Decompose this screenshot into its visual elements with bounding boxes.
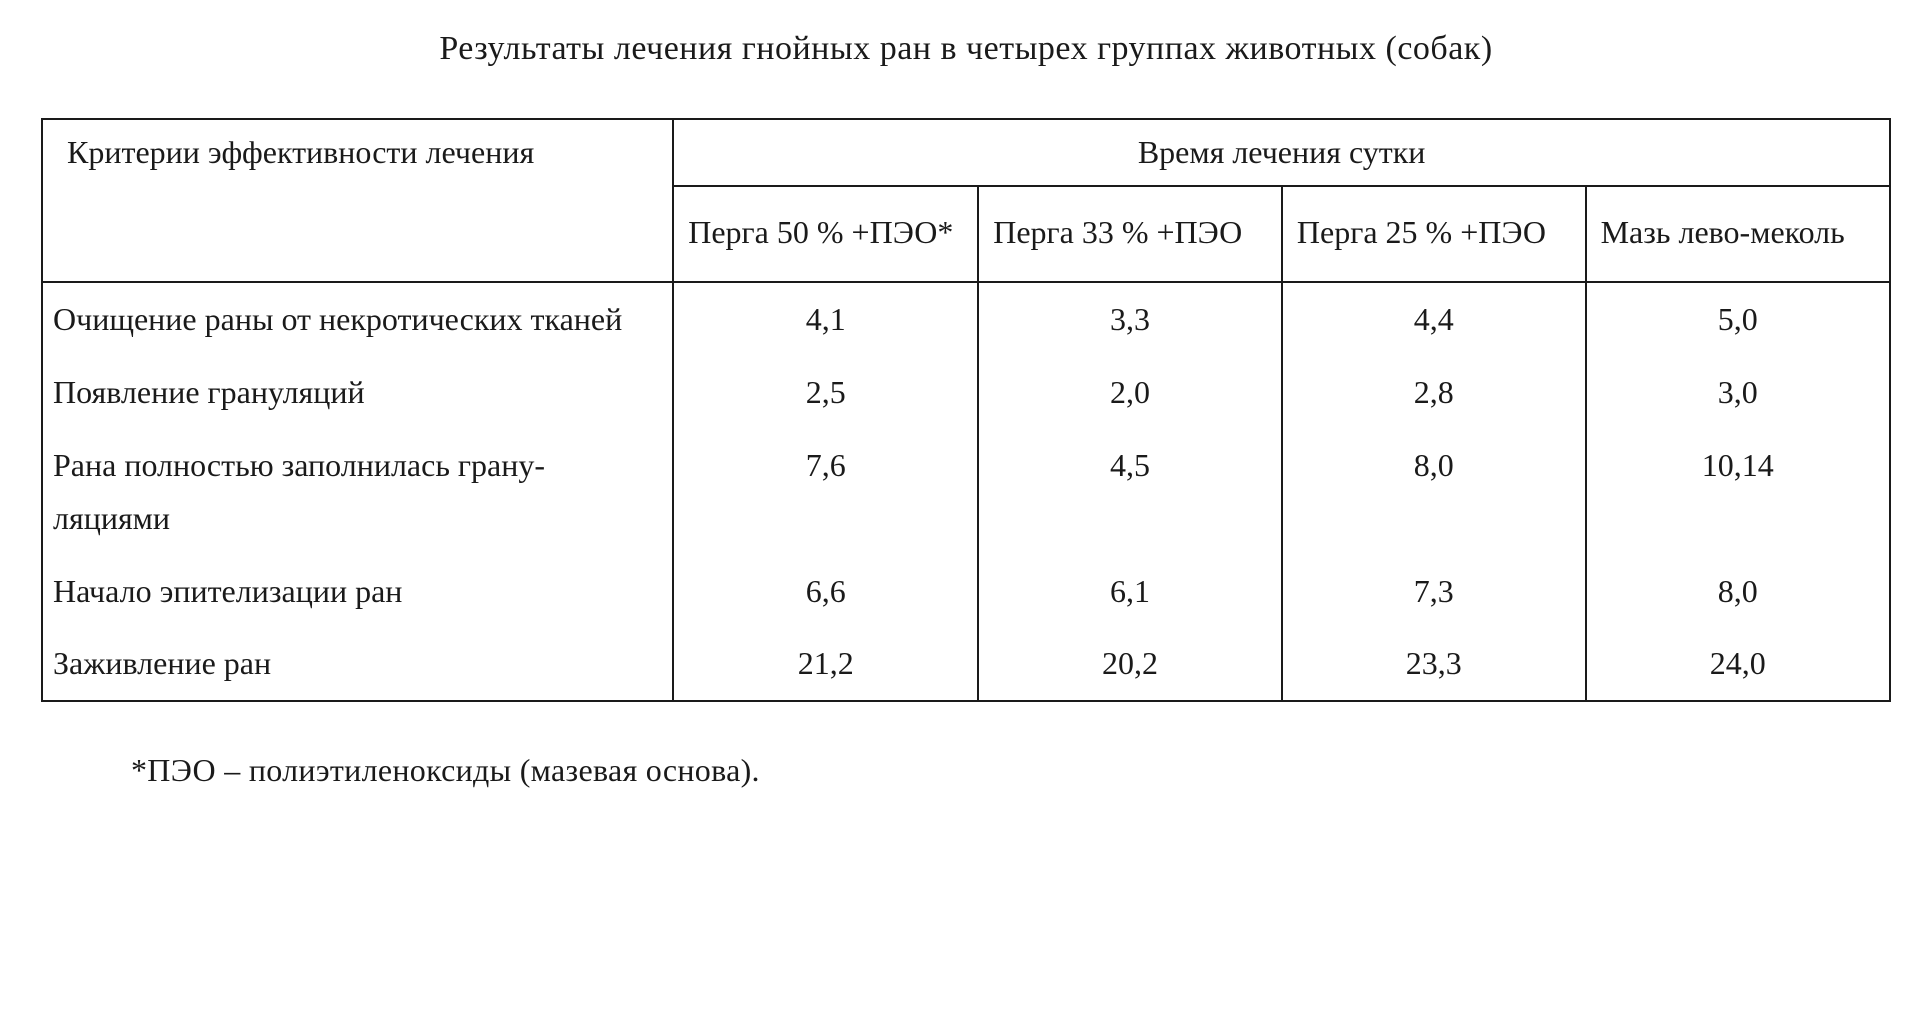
value-cell: 4,4 xyxy=(1282,282,1586,356)
value-cell: 4,1 xyxy=(673,282,978,356)
document-page: Результаты лечения гнойных ран в четырех… xyxy=(41,30,1891,789)
criteria-cell: Очищение раны от некротических тканей xyxy=(42,282,673,356)
criteria-cell: Заживление ран xyxy=(42,627,673,701)
value-cell: 3,3 xyxy=(978,282,1282,356)
results-table: Критерии эффективности лечения Время леч… xyxy=(41,118,1891,702)
subcol-2: Перга 25 % +ПЭО xyxy=(1282,186,1586,282)
criteria-cell: Появление грануляций xyxy=(42,356,673,429)
value-cell: 6,6 xyxy=(673,555,978,628)
value-cell: 3,0 xyxy=(1586,356,1890,429)
criteria-cell: Рана полностью заполнилась грану-ляциями xyxy=(42,429,673,555)
value-cell: 7,6 xyxy=(673,429,978,555)
criteria-cell: Начало эпителизации ран xyxy=(42,555,673,628)
value-cell: 2,5 xyxy=(673,356,978,429)
header-row-1: Критерии эффективности лечения Время леч… xyxy=(42,119,1890,186)
value-cell: 10,14 xyxy=(1586,429,1890,555)
value-cell: 24,0 xyxy=(1586,627,1890,701)
value-cell: 5,0 xyxy=(1586,282,1890,356)
value-cell: 21,2 xyxy=(673,627,978,701)
table-row: Начало эпителизации ран 6,6 6,1 7,3 8,0 xyxy=(42,555,1890,628)
criteria-header-cell: Критерии эффективности лечения xyxy=(42,119,673,282)
value-cell: 2,0 xyxy=(978,356,1282,429)
value-cell: 4,5 xyxy=(978,429,1282,555)
table-row: Рана полностью заполнилась грану-ляциями… xyxy=(42,429,1890,555)
table-row: Появление грануляций 2,5 2,0 2,8 3,0 xyxy=(42,356,1890,429)
table-row: Очищение раны от некротических тканей 4,… xyxy=(42,282,1890,356)
subcol-1: Перга 33 % +ПЭО xyxy=(978,186,1282,282)
value-cell: 8,0 xyxy=(1586,555,1890,628)
value-cell: 20,2 xyxy=(978,627,1282,701)
table-row: Заживление ран 21,2 20,2 23,3 24,0 xyxy=(42,627,1890,701)
value-cell: 6,1 xyxy=(978,555,1282,628)
subcol-3: Мазь лево-меколь xyxy=(1586,186,1890,282)
group-header-cell: Время лечения сутки xyxy=(673,119,1890,186)
page-title: Результаты лечения гнойных ран в четырех… xyxy=(41,30,1891,68)
subcol-0: Перга 50 % +ПЭО* xyxy=(673,186,978,282)
value-cell: 7,3 xyxy=(1282,555,1586,628)
footnote: *ПЭО – полиэтиленоксиды (мазевая основа)… xyxy=(41,752,1891,789)
value-cell: 23,3 xyxy=(1282,627,1586,701)
value-cell: 2,8 xyxy=(1282,356,1586,429)
value-cell: 8,0 xyxy=(1282,429,1586,555)
